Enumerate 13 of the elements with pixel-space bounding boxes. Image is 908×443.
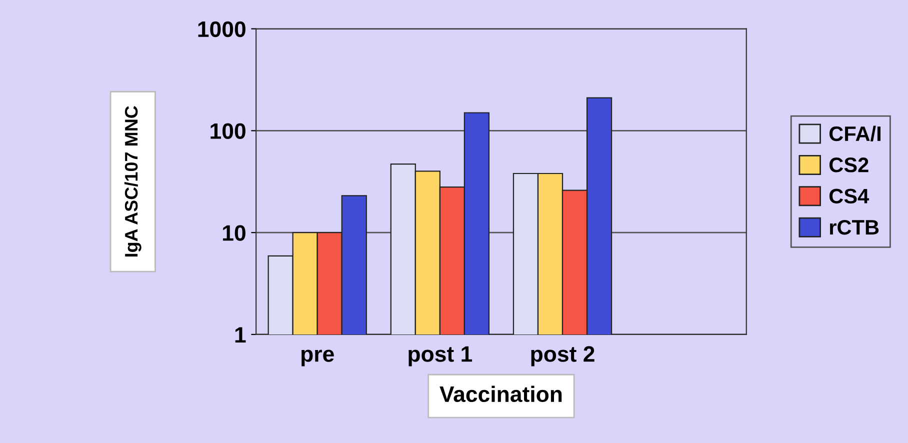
x-axis-title: Vaccination — [440, 386, 562, 402]
x-tick-label: pre — [302, 350, 334, 366]
legend-label: CS2 — [829, 158, 868, 172]
y-tick-label: 1000 — [198, 21, 246, 38]
x-tick-label: post 1 — [408, 346, 472, 366]
y-tick-label: 1 — [235, 327, 246, 343]
legend-label: CS4 — [829, 188, 870, 204]
x-tick-label: post 2 — [531, 346, 594, 366]
legend-label: rCTB — [830, 220, 879, 235]
y-tick-label: 10 — [223, 225, 246, 241]
y-axis-title: IgA ASC/107 MNC — [124, 106, 142, 256]
legend-label: CFA/I — [829, 126, 880, 142]
y-tick-label: 100 — [210, 123, 246, 139]
